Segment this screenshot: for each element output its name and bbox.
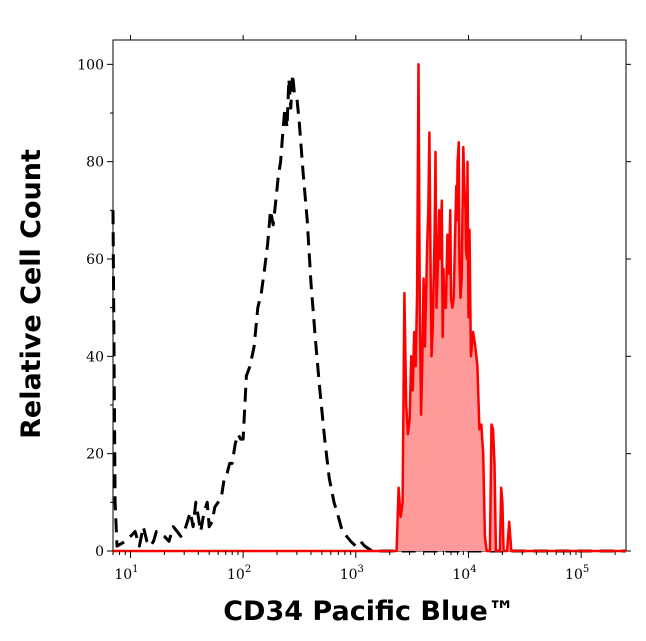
y-tick-label: 100 [77, 57, 104, 73]
plot-border [112, 39, 627, 552]
x-tick-exponent: 5 [583, 564, 589, 575]
x-axis-title: CD34 Pacific Blue™ [223, 596, 515, 627]
y-tick-label: 20 [86, 447, 104, 463]
y-tick-label: 0 [95, 544, 104, 560]
x-tick-exponent: 2 [245, 564, 251, 575]
x-tick-exponent: 3 [358, 564, 364, 575]
y-tick-label: 40 [86, 349, 104, 365]
series-line-1 [113, 63, 626, 553]
x-axis: 101 102 103 104 105 [112, 35, 616, 583]
x-tick-label: 101 [114, 564, 138, 583]
y-tick-label: 80 [86, 155, 104, 171]
series-layer [111, 63, 626, 553]
y-axis: 0 20 40 60 80 100 [77, 57, 631, 560]
x-tick-label: 103 [340, 564, 364, 583]
plot-frame [112, 39, 627, 552]
series-line-0 [111, 72, 626, 553]
y-axis-title: Relative Cell Count [16, 149, 47, 439]
x-tick-label: 102 [227, 564, 251, 583]
x-tick-exponent: 1 [132, 564, 138, 575]
y-tick-label: 60 [86, 252, 104, 268]
series-fill-1 [113, 64, 626, 552]
x-tick-label: 105 [565, 564, 589, 583]
x-tick-exponent: 4 [470, 564, 476, 575]
x-tick-label: 104 [452, 564, 476, 583]
